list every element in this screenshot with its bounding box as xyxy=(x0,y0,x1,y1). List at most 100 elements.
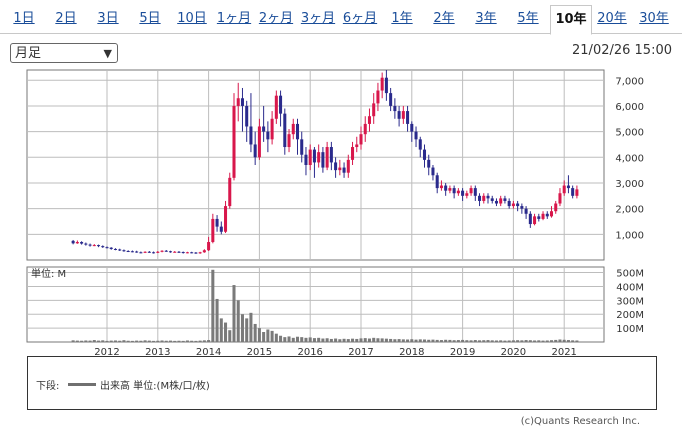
volume-bar xyxy=(317,337,321,342)
volume-bar xyxy=(295,336,300,342)
volume-bar xyxy=(194,340,198,342)
candle-body xyxy=(414,131,418,140)
candle-body xyxy=(253,144,257,158)
volume-bar xyxy=(541,340,545,342)
legend-volume-line xyxy=(68,383,96,386)
tab-2ヶ月[interactable]: 2ヶ月 xyxy=(258,11,294,26)
volume-bar xyxy=(533,340,537,342)
volume-bar xyxy=(329,338,333,342)
candle-body xyxy=(537,216,541,219)
tab-20年[interactable]: 20年 xyxy=(597,11,627,26)
candle-body xyxy=(355,144,359,148)
volume-bar xyxy=(202,340,206,342)
candle-body xyxy=(236,98,240,106)
candle-body xyxy=(198,252,202,254)
volume-bar xyxy=(461,339,465,342)
tab-10日[interactable]: 10日 xyxy=(177,11,207,26)
candle-body xyxy=(571,188,575,196)
volume-bar xyxy=(321,338,325,342)
x-tick-label: 2020 xyxy=(501,347,526,358)
volume-unit-label: 単位: M xyxy=(31,267,66,280)
volume-bar xyxy=(84,340,88,342)
volume-bar xyxy=(427,339,431,342)
volume-bar xyxy=(435,339,439,342)
tab-1ヶ月[interactable]: 1ヶ月 xyxy=(216,11,252,26)
volume-bar xyxy=(135,340,139,342)
volume-bar xyxy=(545,340,549,342)
candle-body xyxy=(321,152,325,168)
volume-bar xyxy=(524,340,528,342)
tab-1年[interactable]: 1年 xyxy=(391,11,413,26)
volume-bar xyxy=(211,269,215,342)
candle-body xyxy=(418,139,422,150)
chart-period-select[interactable]: 月足 ▼ xyxy=(10,43,118,63)
volume-bar xyxy=(75,340,79,342)
tab-3ヶ月[interactable]: 3ヶ月 xyxy=(300,11,336,26)
candle-body xyxy=(118,249,122,251)
candle-body xyxy=(249,126,253,145)
volume-bar xyxy=(346,339,350,342)
candle-body xyxy=(410,123,414,132)
volume-bar xyxy=(279,335,283,342)
volume-bar xyxy=(88,340,92,342)
legend-volume-label: 出来高 単位:(M株/口/枚) xyxy=(100,381,210,392)
x-tick-label: 2016 xyxy=(297,347,322,358)
volume-bar xyxy=(236,300,240,342)
tab-2年[interactable]: 2年 xyxy=(433,11,455,26)
candle-body xyxy=(520,206,524,209)
volume-bar xyxy=(71,340,75,342)
volume-bar xyxy=(287,336,291,342)
candle-body xyxy=(160,250,164,252)
volume-bar xyxy=(118,340,122,342)
candle-body xyxy=(422,149,427,160)
volume-bar xyxy=(566,340,570,342)
tab-2日[interactable]: 2日 xyxy=(55,11,77,26)
volume-bar xyxy=(448,339,452,342)
tab-30年[interactable]: 30年 xyxy=(639,11,669,26)
candle-body xyxy=(359,134,363,145)
price-y-tick-label: 4,000 xyxy=(615,153,644,164)
volume-bar xyxy=(130,340,134,342)
candle-body xyxy=(308,149,312,165)
candle-body xyxy=(334,162,338,171)
tab-1日[interactable]: 1日 xyxy=(13,11,35,26)
x-tick-label: 2021 xyxy=(551,347,576,358)
volume-bar xyxy=(558,339,562,342)
candle-body xyxy=(130,251,134,253)
candle-body xyxy=(452,188,456,194)
candle-body xyxy=(329,147,333,163)
volume-bar xyxy=(418,339,422,342)
volume-bar xyxy=(367,338,371,342)
volume-bar xyxy=(372,337,376,342)
volume-bar xyxy=(283,337,287,342)
tab-5年[interactable]: 5年 xyxy=(517,11,539,26)
candle-body xyxy=(164,250,168,252)
candle-body xyxy=(300,139,304,155)
volume-bar xyxy=(274,333,278,342)
candle-body xyxy=(84,243,88,245)
tab-5日[interactable]: 5日 xyxy=(139,11,161,26)
volume-bar xyxy=(173,340,177,342)
candle-body xyxy=(494,200,498,204)
volume-bar xyxy=(219,318,223,342)
tab-3年[interactable]: 3年 xyxy=(475,11,497,26)
volume-bar xyxy=(499,340,503,342)
volume-bar xyxy=(516,340,520,342)
tab-6ヶ月[interactable]: 6ヶ月 xyxy=(342,11,378,26)
volume-bar xyxy=(397,339,401,342)
volume-bar xyxy=(549,340,554,342)
volume-y-tick-label: 100M xyxy=(616,324,644,335)
tab-10年[interactable]: 10年 xyxy=(550,5,592,35)
tab-3日[interactable]: 3日 xyxy=(97,11,119,26)
candle-body xyxy=(257,126,261,158)
volume-bar xyxy=(456,340,460,342)
candle-body xyxy=(262,126,266,132)
candle-body xyxy=(533,216,537,225)
candle-body xyxy=(317,152,321,163)
volume-bar xyxy=(215,298,219,342)
volume-bar xyxy=(473,340,477,342)
candle-body xyxy=(439,185,443,189)
volume-bar xyxy=(537,340,541,342)
candle-body xyxy=(122,250,126,252)
candle-body xyxy=(558,193,562,204)
